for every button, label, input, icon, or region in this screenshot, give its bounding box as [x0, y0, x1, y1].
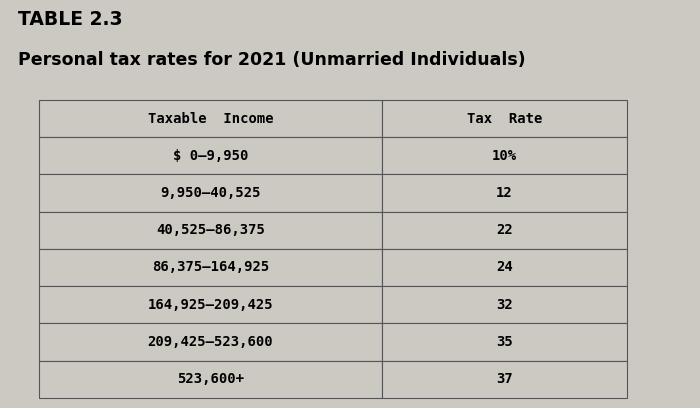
Text: 40,525–86,375: 40,525–86,375 [156, 223, 265, 237]
Text: Taxable  Income: Taxable Income [148, 111, 273, 126]
Text: 9,950–40,525: 9,950–40,525 [160, 186, 260, 200]
Text: Tax  Rate: Tax Rate [467, 111, 542, 126]
Text: 164,925–209,425: 164,925–209,425 [148, 298, 273, 312]
Text: 10%: 10% [492, 149, 517, 163]
Text: 523,600+: 523,600+ [177, 372, 244, 386]
Text: Personal tax rates for 2021 (Unmarried Individuals): Personal tax rates for 2021 (Unmarried I… [18, 51, 525, 69]
Text: 22: 22 [496, 223, 513, 237]
Text: 24: 24 [496, 260, 513, 275]
Text: 86,375–164,925: 86,375–164,925 [152, 260, 269, 275]
Text: $ 0–9,950: $ 0–9,950 [173, 149, 248, 163]
Text: 37: 37 [496, 372, 513, 386]
Text: 35: 35 [496, 335, 513, 349]
Text: 209,425–523,600: 209,425–523,600 [148, 335, 273, 349]
Text: TABLE 2.3: TABLE 2.3 [18, 10, 122, 29]
Text: 12: 12 [496, 186, 513, 200]
Text: 32: 32 [496, 298, 513, 312]
